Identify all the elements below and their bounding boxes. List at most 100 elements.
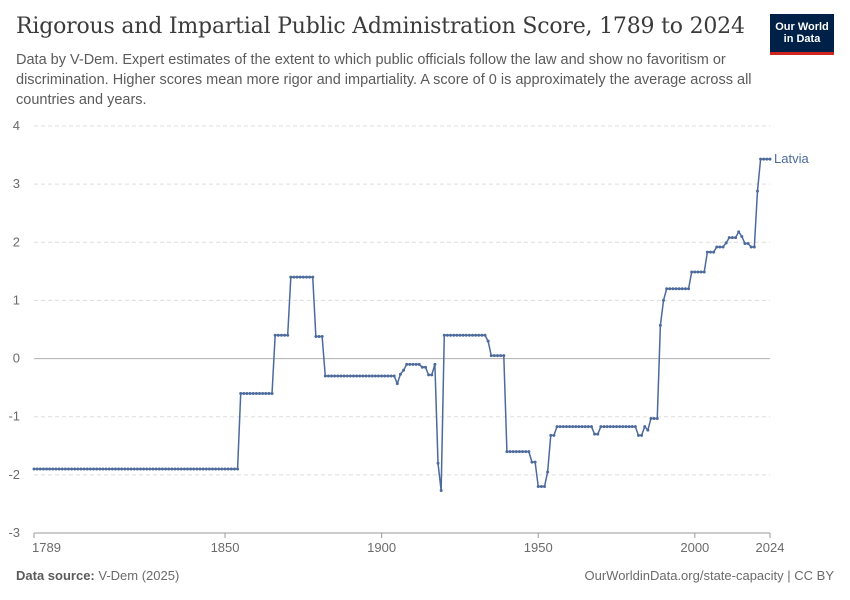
- data-point[interactable]: [160, 467, 164, 471]
- data-point[interactable]: [436, 461, 440, 465]
- data-point[interactable]: [54, 467, 58, 471]
- data-point[interactable]: [458, 333, 462, 337]
- data-point[interactable]: [110, 467, 114, 471]
- data-point[interactable]: [408, 362, 412, 366]
- data-point[interactable]: [543, 484, 546, 488]
- data-point[interactable]: [464, 333, 468, 337]
- data-point[interactable]: [499, 354, 503, 358]
- data-point[interactable]: [123, 467, 127, 471]
- owid-logo[interactable]: Our World in Data: [770, 14, 834, 55]
- data-point[interactable]: [107, 467, 111, 471]
- data-point[interactable]: [449, 333, 453, 337]
- data-point[interactable]: [708, 250, 712, 254]
- series-latvia[interactable]: Latvia: [32, 151, 810, 493]
- data-point[interactable]: [317, 334, 321, 338]
- data-point[interactable]: [95, 467, 99, 471]
- data-point[interactable]: [445, 333, 449, 337]
- data-point[interactable]: [292, 275, 296, 279]
- data-point[interactable]: [693, 270, 697, 274]
- data-point[interactable]: [593, 432, 597, 436]
- data-point[interactable]: [351, 374, 355, 378]
- data-point[interactable]: [568, 425, 572, 429]
- data-point[interactable]: [423, 365, 427, 369]
- data-point[interactable]: [364, 374, 368, 378]
- data-point[interactable]: [492, 354, 496, 358]
- data-point[interactable]: [765, 157, 769, 161]
- data-point[interactable]: [583, 425, 587, 429]
- data-point[interactable]: [555, 425, 559, 429]
- data-point[interactable]: [270, 391, 274, 395]
- data-point[interactable]: [154, 467, 158, 471]
- data-point[interactable]: [173, 467, 177, 471]
- data-point[interactable]: [232, 467, 236, 471]
- data-point[interactable]: [611, 425, 615, 429]
- data-point[interactable]: [618, 425, 622, 429]
- data-point[interactable]: [148, 467, 152, 471]
- data-point[interactable]: [258, 391, 261, 395]
- data-point[interactable]: [398, 372, 402, 376]
- data-point[interactable]: [326, 374, 330, 378]
- series-label[interactable]: Latvia: [774, 151, 809, 166]
- data-point[interactable]: [636, 433, 640, 437]
- data-point[interactable]: [433, 362, 437, 366]
- data-point[interactable]: [571, 425, 575, 429]
- data-point[interactable]: [649, 416, 653, 420]
- data-point[interactable]: [308, 275, 312, 279]
- data-point[interactable]: [289, 275, 293, 279]
- data-point[interactable]: [470, 333, 474, 337]
- data-point[interactable]: [505, 450, 509, 454]
- data-point[interactable]: [104, 467, 108, 471]
- data-point[interactable]: [633, 425, 637, 429]
- data-point[interactable]: [427, 373, 431, 377]
- data-point[interactable]: [743, 241, 747, 245]
- data-point[interactable]: [705, 250, 709, 254]
- data-point[interactable]: [702, 270, 706, 274]
- data-point[interactable]: [298, 275, 302, 279]
- data-point[interactable]: [195, 467, 199, 471]
- data-point[interactable]: [721, 245, 725, 249]
- data-point[interactable]: [621, 425, 625, 429]
- data-point[interactable]: [502, 354, 506, 358]
- data-point[interactable]: [564, 425, 568, 429]
- data-point[interactable]: [301, 275, 305, 279]
- data-point[interactable]: [489, 354, 493, 358]
- data-point[interactable]: [558, 425, 562, 429]
- data-point[interactable]: [589, 425, 593, 429]
- data-point[interactable]: [511, 450, 515, 454]
- data-point[interactable]: [580, 425, 584, 429]
- data-point[interactable]: [342, 374, 346, 378]
- data-point[interactable]: [383, 374, 387, 378]
- data-point[interactable]: [439, 489, 443, 493]
- data-point[interactable]: [132, 467, 136, 471]
- data-point[interactable]: [82, 467, 86, 471]
- data-point[interactable]: [768, 157, 772, 161]
- data-point[interactable]: [151, 467, 155, 471]
- data-point[interactable]: [70, 467, 74, 471]
- data-point[interactable]: [539, 484, 543, 488]
- data-point[interactable]: [730, 236, 734, 240]
- data-point[interactable]: [239, 391, 243, 395]
- data-point[interactable]: [182, 467, 186, 471]
- data-point[interactable]: [204, 467, 208, 471]
- data-point[interactable]: [41, 467, 45, 471]
- data-point[interactable]: [76, 467, 80, 471]
- data-point[interactable]: [167, 467, 171, 471]
- data-point[interactable]: [142, 467, 146, 471]
- data-point[interactable]: [286, 333, 290, 337]
- data-point[interactable]: [198, 467, 202, 471]
- data-point[interactable]: [129, 467, 133, 471]
- data-point[interactable]: [355, 374, 359, 378]
- data-point[interactable]: [740, 234, 744, 238]
- data-point[interactable]: [455, 333, 459, 337]
- data-point[interactable]: [755, 189, 759, 193]
- data-point[interactable]: [251, 391, 255, 395]
- data-point[interactable]: [734, 236, 738, 240]
- data-point[interactable]: [207, 467, 211, 471]
- data-point[interactable]: [323, 374, 327, 378]
- data-point[interactable]: [48, 467, 52, 471]
- data-point[interactable]: [345, 374, 349, 378]
- data-point[interactable]: [536, 484, 540, 488]
- data-point[interactable]: [220, 467, 224, 471]
- data-point[interactable]: [599, 425, 603, 429]
- data-point[interactable]: [749, 245, 753, 249]
